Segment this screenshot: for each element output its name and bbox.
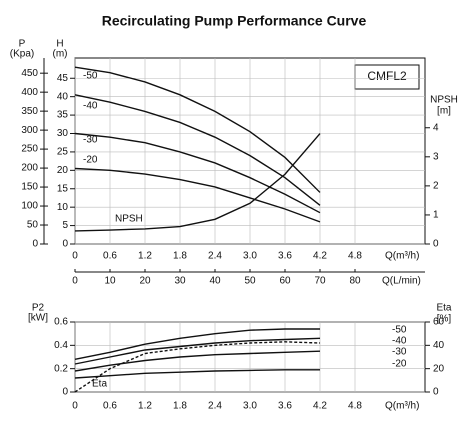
y-tick-label: 0.6 [54,317,68,328]
series-line [74,337,321,365]
series-label: Eta [92,379,107,390]
series-line [74,328,320,361]
x-axis-label: Q(m³/h) [385,401,419,412]
x-tick-label: 3.6 [278,401,292,412]
x2-tick-label: 40 [209,276,221,287]
x-tick-label: 1.8 [173,251,187,262]
y-tick-label: 0.4 [54,340,68,351]
y-tick-label: 0 [62,239,68,250]
y2-axis-unit: [m] [437,106,451,117]
y2-tick-label: 40 [433,340,445,351]
x-tick-label: 1.2 [138,251,152,262]
y2-tick-label: 4 [433,122,439,133]
x-tick-label: 1.8 [173,401,187,412]
series-line [74,369,320,379]
y2-tick-label: 2 [433,181,439,192]
x2-tick-label: 70 [314,276,326,287]
series-line [74,350,321,372]
series-label: -20 [392,359,407,370]
y2-axis-unit: [%] [437,314,452,325]
series-line [74,133,321,232]
p-tick-label: 300 [21,125,38,136]
y2-axis-label: NPSH [430,95,458,106]
y2-tick-label: 0 [433,239,439,250]
series-label: -50 [392,325,407,336]
y-axis-unit: [kW] [28,313,48,324]
y-tick-label: 40 [57,91,69,102]
p-tick-label: 350 [21,106,38,117]
x-tick-label: 4.8 [348,251,362,262]
y-axis-unit: (m) [53,49,68,60]
x-tick-label: 0 [72,401,78,412]
y-tick-label: 20 [57,165,69,176]
series-label: -30 [83,135,98,146]
series-label: NPSH [115,214,143,225]
x2-tick-label: 10 [104,276,116,287]
x2-tick-label: 0 [72,276,78,287]
p-tick-label: 150 [21,182,38,193]
y2-tick-label: 3 [433,151,439,162]
y-axis-label: P2 [32,303,45,314]
y-axis-label: H [56,39,63,50]
x-tick-label: 2.4 [208,251,222,262]
model-label: CMFL2 [367,69,407,83]
x-tick-label: 4.8 [348,401,362,412]
series-line [74,94,321,206]
x-tick-label: 0.6 [103,401,117,412]
y-tick-label: 25 [57,147,69,158]
x2-tick-label: 60 [279,276,291,287]
x2-tick-label: 50 [244,276,256,287]
y2-tick-label: 20 [433,363,445,374]
p-axis-label: P [19,39,26,50]
series-label: -50 [83,71,98,82]
series-label: -20 [83,155,98,166]
p-tick-label: 250 [21,144,38,155]
y-tick-label: 10 [57,202,69,213]
p-tick-label: 200 [21,163,38,174]
p-tick-label: 100 [21,201,38,212]
series-label: -40 [392,336,407,347]
x2-tick-label: 80 [349,276,361,287]
chart-title: Recirculating Pump Performance Curve [102,13,367,29]
p-tick-label: 50 [27,220,39,231]
series-label: -30 [392,347,407,358]
series-line [74,66,321,193]
y-tick-label: 35 [57,110,69,121]
y-tick-label: 5 [62,220,68,231]
p-tick-label: 450 [21,68,38,79]
x-tick-label: 0 [72,251,78,262]
x-tick-label: 3.0 [243,251,257,262]
y-tick-label: 0.2 [54,363,68,374]
y-tick-label: 0 [62,387,68,398]
series-label: -40 [83,101,98,112]
series-line [74,167,321,223]
series-line [74,341,321,393]
p-tick-label: 0 [32,239,38,250]
y-tick-label: 30 [57,128,69,139]
x-tick-label: 1.2 [138,401,152,412]
y-tick-label: 15 [57,183,69,194]
x2-axis-label: Q(L/min) [382,276,421,287]
p-tick-label: 400 [21,87,38,98]
x-tick-label: 3.6 [278,251,292,262]
series-line [74,132,321,214]
x-tick-label: 4.2 [313,251,327,262]
x-tick-label: 0.6 [103,251,117,262]
y2-axis-label: Eta [436,303,451,314]
p-axis-unit: (Kpa) [10,49,34,60]
x-tick-label: 2.4 [208,401,222,412]
y2-tick-label: 0 [433,387,439,398]
x-tick-label: 3.0 [243,401,257,412]
y2-tick-label: 60 [433,317,445,328]
x-tick-label: 4.2 [313,401,327,412]
x2-tick-label: 30 [174,276,186,287]
x2-tick-label: 20 [139,276,151,287]
y2-tick-label: 1 [433,210,439,221]
y-tick-label: 45 [57,73,69,84]
x-axis-label: Q(m³/h) [385,251,419,262]
